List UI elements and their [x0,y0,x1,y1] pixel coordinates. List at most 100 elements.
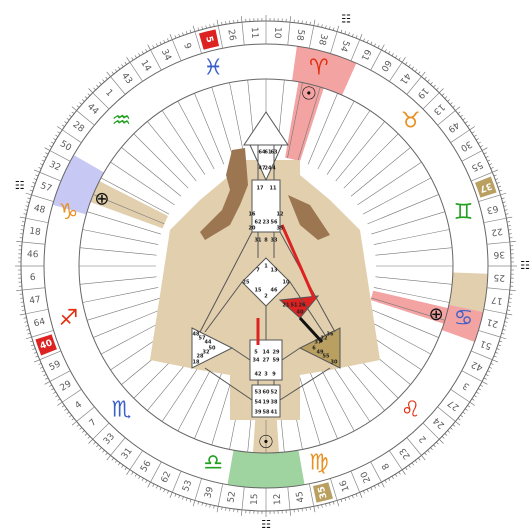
line-tick [26,201,30,203]
line-tick [152,483,155,487]
line-tick [309,506,311,511]
outer-gate-number: 63 [486,203,500,215]
line-tick [178,33,180,37]
hexagram-icon: ☷ [261,518,271,531]
gate-divider [437,110,456,126]
bodygraph-gate-64: 64 [259,150,266,156]
line-spoke [371,211,446,235]
bodygraph-gate-21: 21 [283,303,290,309]
outer-gate-number: 45 [295,491,307,504]
gate-divider [308,25,315,49]
bodygraph-gate-9: 9 [272,372,276,378]
outer-gate-number: 42 [470,358,485,372]
line-tick [209,24,211,28]
outer-gate-number: 21 [486,316,500,328]
gate-divider [129,62,143,82]
outer-gate-number: 41 [397,71,412,86]
cancer-icon: ♋ [454,306,474,331]
line-tick [131,471,134,475]
line-tick [84,433,88,436]
line-tick [33,359,40,363]
taurus-icon: ♉ [401,108,421,133]
line-tick [33,178,37,180]
gate-divider [406,76,422,95]
line-spoke [86,211,161,235]
line-tick [49,384,52,387]
line-tick [87,93,91,96]
line-tick [216,506,219,513]
line-spoke [82,287,159,303]
line-tick [43,374,47,376]
root-center [251,384,281,418]
gate-divider [450,389,470,403]
libra-icon: ♎ [203,451,223,476]
line-tick [24,321,28,323]
line-tick [329,502,331,506]
planet-overlays: ☉ ⊕ ☉ ⊕ ☷ ☷ ☷ ☷ [15,13,530,531]
line-tick [159,487,162,491]
line-spoke [373,287,450,303]
line-tick [21,221,26,223]
outer-gate-number: 55 [470,159,485,173]
line-tick [370,487,373,491]
line-tick [352,33,354,37]
line-spoke [326,110,371,175]
line-tick [71,111,75,114]
line-tick [51,141,54,144]
outer-gate-number: 23 [398,446,413,461]
line-tick [495,178,499,180]
line-tick [344,31,347,35]
heart-center [278,295,320,319]
line-tick [114,69,118,72]
line-tick [79,102,82,105]
line-tick [76,424,80,427]
bodygraph-gate-26: 26 [299,303,306,309]
line-tick [473,134,477,137]
outer-gate-number: 50 [58,139,73,154]
line-tick [325,503,327,507]
line-tick [492,169,499,173]
line-tick [487,370,491,373]
line-tick [289,16,291,23]
outer-gate-number: 16 [338,478,351,492]
line-tick [480,145,483,148]
line-tick [25,336,32,340]
bodygraph-gate-14: 14 [263,350,270,356]
line-tick [121,64,124,68]
line-tick [106,71,111,77]
outer-gate-number: 33 [102,432,117,447]
outer-gate-number: 46 [27,250,39,261]
gate-divider [330,31,338,54]
earth-icon: ⊕ [94,189,109,210]
line-tick [114,460,118,463]
bodygraph-gate-34: 34 [253,358,260,364]
line-tick [189,499,192,503]
line-tick [31,185,35,188]
line-spoke [110,161,175,206]
line-spoke [375,247,453,256]
gate-highlight [35,334,57,356]
line-tick [336,25,340,32]
line-tick [388,478,391,481]
line-tick [421,455,426,461]
bodygraph-gate-27: 27 [263,358,270,364]
line-tick [359,492,363,499]
line-tick [69,414,72,418]
band-personality-sun [52,155,105,215]
line-tick [96,444,99,448]
line-tick [395,55,398,59]
line-tick [141,51,144,54]
outer-gate-number: 1 [103,88,114,99]
line-tick [384,49,387,52]
outer-gate-number: 12 [273,493,284,505]
line-tick [473,395,477,398]
outer-gate-number: 56 [139,459,154,474]
line-tick [467,405,471,408]
bodygraph-gate-25: 25 [243,280,250,286]
line-tick [126,57,131,63]
outer-gate-number: 8 [381,461,393,471]
gate-divider [287,22,291,46]
line-tick [502,201,506,203]
line-spoke [375,276,453,285]
